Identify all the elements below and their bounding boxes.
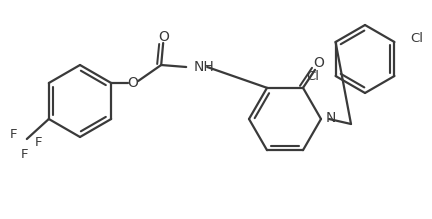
Text: N: N [326, 111, 337, 125]
Text: O: O [128, 76, 139, 90]
Text: O: O [314, 56, 324, 70]
Text: O: O [159, 30, 170, 44]
Text: F: F [21, 148, 29, 161]
Text: Cl: Cl [410, 32, 423, 44]
Text: F: F [10, 129, 18, 141]
Text: NH: NH [193, 60, 214, 74]
Text: F: F [35, 136, 43, 150]
Text: Cl: Cl [307, 69, 320, 83]
